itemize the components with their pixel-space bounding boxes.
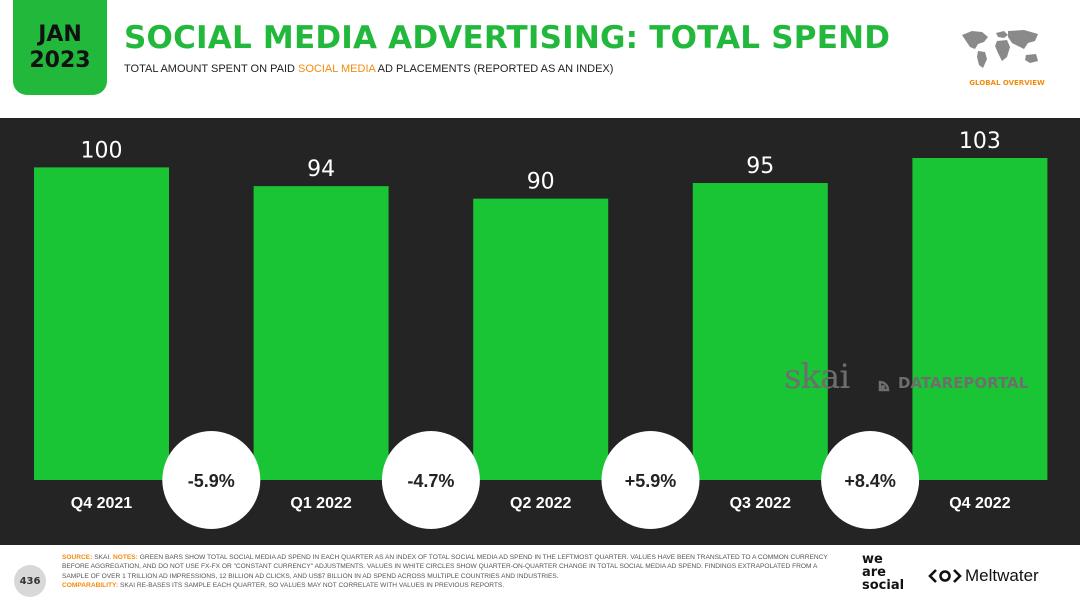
page-subtitle: TOTAL AMOUNT SPENT ON PAID SOCIAL MEDIA … [124,63,613,75]
bar [692,183,828,480]
meltwater-text: Meltwater [965,566,1039,585]
notes-text: GREEN BARS SHOW TOTAL SOCIAL MEDIA AD SP… [62,554,828,580]
change-label: +8.4% [844,471,896,491]
bar [34,167,169,480]
meltwater-icon [928,569,962,583]
change-circle [381,431,480,529]
change-label: -5.9% [188,471,235,491]
badge-year: 2023 [29,47,91,73]
category-label: Q4 2022 [949,495,1010,512]
subtitle-pre: TOTAL AMOUNT SPENT ON PAID [124,63,298,75]
change-circle [601,431,700,529]
brand-line-2: are [862,565,887,580]
brand-line-1: we [862,552,883,567]
world-map-icon [962,30,1038,68]
bar [912,158,1048,480]
footer: 436 SOURCE: SKAI. NOTES: GREEN BARS SHOW… [0,545,1080,608]
bar-value-label: 100 [81,138,123,163]
we-are-social-logo: we are social [862,553,904,592]
skai-watermark: skai [784,357,850,397]
badge-month: JAN [38,21,82,47]
meltwater-logo: Meltwater [928,566,1039,586]
change-circle [821,431,920,529]
comparability-label: COMPARABILITY: [62,582,119,590]
category-label: Q3 2022 [730,495,791,512]
region-label: GLOBAL OVERVIEW [969,79,1045,87]
date-badge: JAN 2023 [13,0,107,95]
subtitle-highlight: SOCIAL MEDIA [298,63,376,75]
datareportal-text: DATAREPORTAL [898,374,1029,392]
change-circle [162,431,261,529]
change-label: -4.7% [407,471,454,491]
page-title: SOCIAL MEDIA ADVERTISING: TOTAL SPEND [124,20,891,56]
category-label: Q1 2022 [290,495,351,512]
category-label: Q2 2022 [510,495,571,512]
bar-value-label: 90 [527,170,555,195]
source-notes: SOURCE: SKAI. NOTES: GREEN BARS SHOW TOT… [62,553,842,591]
comparability-text: SKAI RE-BASES ITS SAMPLE EACH QUARTER, S… [120,582,505,590]
page-number: 436 [14,565,46,597]
brand-line-3: social [862,578,905,593]
bar-chart: 100 94 90 95 103 Q4 2021 Q1 2022 Q2 2022 Q3 202… [34,129,1048,529]
bar-value-label: 95 [746,154,774,179]
notes-label: NOTES: [112,554,138,561]
bar-value-label: 103 [959,129,1001,154]
source-label: SOURCE: [62,554,93,561]
bar [473,198,609,480]
datareportal-icon [878,380,890,392]
category-label: Q4 2021 [71,495,132,512]
bar-value-label: 94 [307,157,335,182]
header: JAN 2023 SOCIAL MEDIA ADVERTISING: TOTAL… [0,0,1080,118]
change-label: +5.9% [625,471,677,491]
subtitle-post: AD PLACEMENTS (REPORTED AS AN INDEX) [375,63,614,75]
bar [253,186,389,480]
source-text: SKAI. [94,554,112,561]
datareportal-watermark: DATAREPORTAL [877,374,1028,392]
